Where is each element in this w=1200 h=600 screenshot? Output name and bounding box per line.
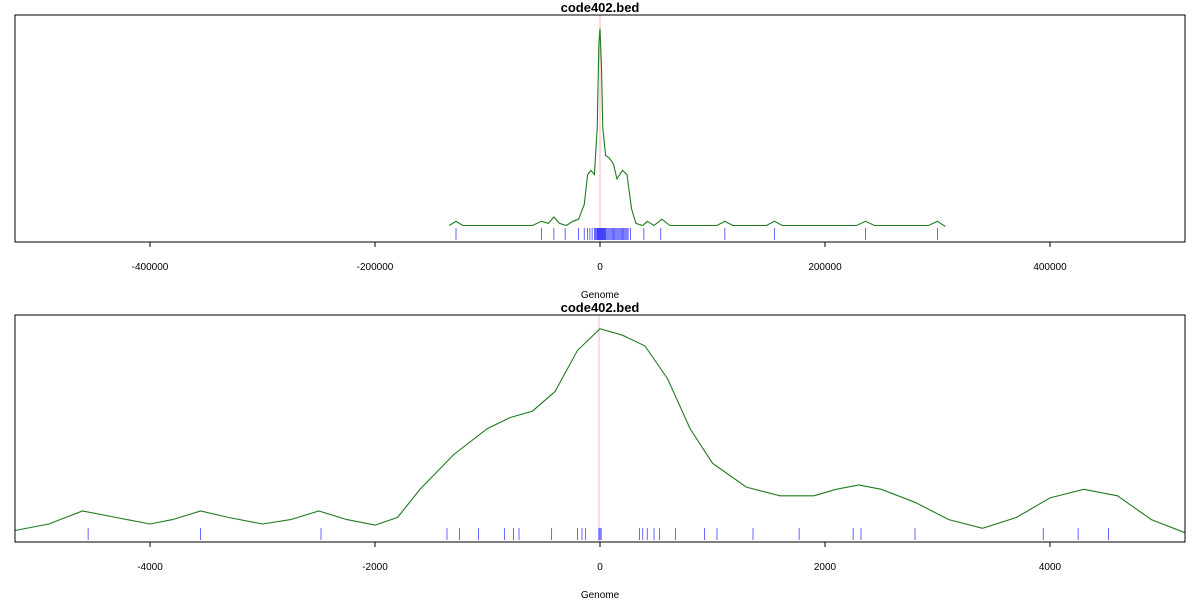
x-tick-label: -2000 — [362, 562, 388, 573]
x-tick-label: 2000 — [814, 562, 837, 573]
x-tick-label: -4000 — [137, 562, 163, 573]
bottom-density-curve — [14, 328, 1186, 534]
top-density-curve — [449, 28, 946, 228]
bottom-x-axis-label: Genome — [581, 590, 620, 600]
x-tick-label: 400000 — [1033, 262, 1067, 273]
bottom-plot: code402.bed -4000 -2000 0 2000 4000 Genome — [14, 300, 1186, 600]
bottom-x-axis: -4000 -2000 0 2000 4000 — [137, 542, 1062, 573]
x-tick-label: 200000 — [808, 262, 842, 273]
top-plot: code402.bed -400000 -200000 0 200000 400000 … — [14, 0, 1186, 301]
top-rug-marks — [455, 228, 938, 240]
x-tick-label: 0 — [597, 562, 603, 573]
bottom-plot-title: code402.bed — [561, 300, 640, 315]
x-tick-label: -400000 — [132, 262, 169, 273]
top-x-axis-label: Genome — [581, 290, 620, 301]
x-tick-label: -200000 — [357, 262, 394, 273]
bottom-plot-frame — [14, 314, 1186, 543]
x-tick-label: 4000 — [1039, 562, 1062, 573]
x-tick-label: 0 — [597, 262, 603, 273]
top-plot-title: code402.bed — [561, 0, 640, 15]
bottom-rug-marks — [87, 528, 1109, 540]
top-x-axis: -400000 -200000 0 200000 400000 — [132, 242, 1067, 273]
